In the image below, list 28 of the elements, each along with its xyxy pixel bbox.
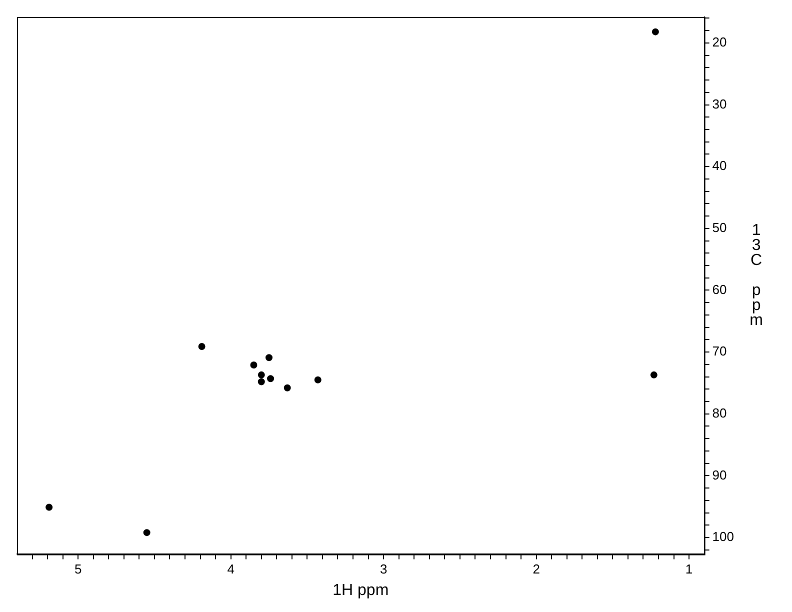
x-tick-label: 5 [74, 562, 82, 577]
x-tick-label: 1 [685, 562, 693, 577]
point [652, 28, 659, 36]
point [143, 529, 150, 536]
y-tick-label: 90 [712, 467, 727, 482]
y-tick-label: 50 [712, 220, 727, 235]
point [266, 354, 273, 362]
x-tick-label: 4 [227, 562, 234, 577]
x-tick-label: 3 [380, 562, 388, 577]
y-axis-title: 13C ppm [750, 222, 763, 330]
point [267, 375, 274, 382]
y-tick-label: 60 [712, 282, 727, 297]
point [650, 371, 658, 378]
point [250, 362, 258, 369]
point [258, 371, 265, 378]
y-tick-label: 100 [712, 529, 734, 544]
x-axis-title: 1H ppm [332, 582, 389, 599]
point [314, 376, 322, 384]
y-tick-label: 20 [712, 34, 727, 50]
y-tick-label: 30 [712, 96, 727, 112]
y-tick-label: 70 [712, 344, 727, 359]
point [284, 384, 291, 392]
x-tick-label: 2 [532, 562, 540, 577]
point [46, 504, 53, 511]
y-tick-label: 40 [712, 158, 727, 174]
y-tick-label: 80 [712, 405, 727, 420]
point [198, 342, 206, 350]
point [258, 378, 265, 386]
